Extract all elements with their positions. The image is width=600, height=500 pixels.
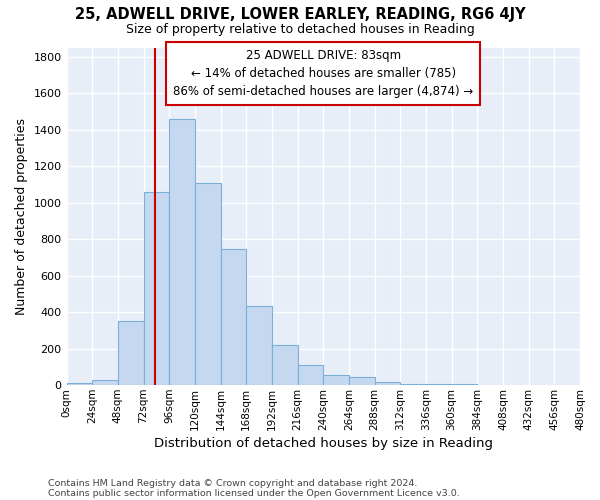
Text: Contains HM Land Registry data © Crown copyright and database right 2024.: Contains HM Land Registry data © Crown c… — [48, 478, 418, 488]
X-axis label: Distribution of detached houses by size in Reading: Distribution of detached houses by size … — [154, 437, 493, 450]
Y-axis label: Number of detached properties: Number of detached properties — [15, 118, 28, 315]
Bar — [118, 322, 143, 385]
Text: Size of property relative to detached houses in Reading: Size of property relative to detached ho… — [125, 22, 475, 36]
Bar — [349, 377, 374, 385]
Bar — [195, 182, 221, 385]
Bar — [323, 375, 349, 385]
Bar — [400, 384, 426, 385]
Bar — [298, 365, 323, 385]
Bar — [143, 192, 169, 385]
Bar — [246, 306, 272, 385]
Bar — [374, 382, 400, 385]
Bar — [221, 249, 246, 385]
Bar — [92, 380, 118, 385]
Bar — [272, 345, 298, 385]
Bar — [169, 118, 195, 385]
Bar — [67, 384, 92, 385]
Text: 25 ADWELL DRIVE: 83sqm
← 14% of detached houses are smaller (785)
86% of semi-de: 25 ADWELL DRIVE: 83sqm ← 14% of detached… — [173, 50, 473, 98]
Bar — [452, 384, 478, 385]
Bar — [426, 384, 452, 385]
Text: Contains public sector information licensed under the Open Government Licence v3: Contains public sector information licen… — [48, 488, 460, 498]
Text: 25, ADWELL DRIVE, LOWER EARLEY, READING, RG6 4JY: 25, ADWELL DRIVE, LOWER EARLEY, READING,… — [74, 8, 526, 22]
